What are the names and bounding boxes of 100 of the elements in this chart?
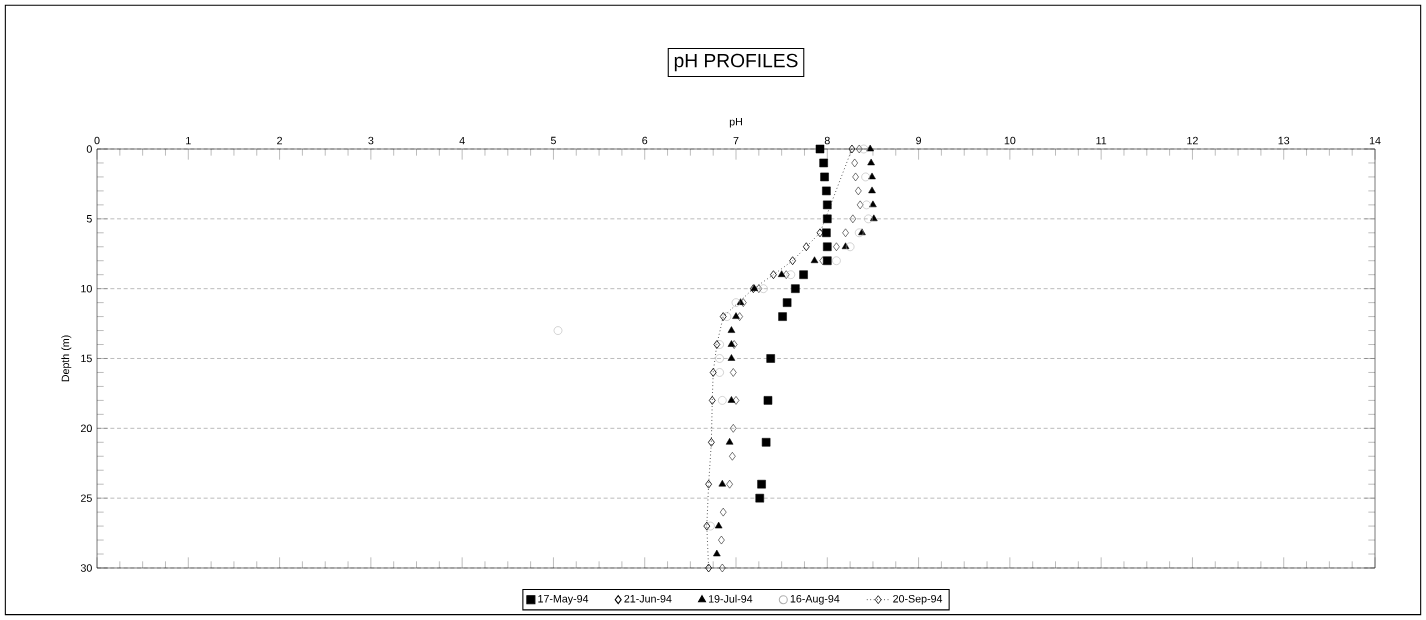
point — [842, 228, 849, 238]
point — [731, 298, 741, 307]
legend-label: 20-Sep-94 — [893, 594, 943, 605]
point — [802, 242, 810, 252]
point — [864, 214, 873, 224]
point — [810, 256, 819, 263]
point — [727, 354, 736, 361]
x-tick-label: 3 — [368, 136, 374, 145]
point — [757, 479, 766, 489]
y-tick-label: 0 — [86, 145, 92, 153]
y-tick-label: 20 — [80, 424, 92, 433]
point — [789, 256, 797, 266]
point — [868, 172, 876, 180]
point — [766, 354, 775, 363]
legend-label: 16-Aug-94 — [790, 594, 840, 605]
point — [740, 298, 747, 307]
point — [726, 479, 733, 489]
x-tick-label: 7 — [733, 136, 739, 145]
y-tick-label: 25 — [80, 494, 92, 502]
x-tick-label: 13 — [1278, 136, 1290, 145]
x-tick-label: 0 — [94, 136, 100, 145]
point — [763, 396, 773, 405]
y-tick-label: 30 — [80, 564, 92, 572]
point — [832, 256, 841, 265]
y-tick-label: 15 — [81, 354, 92, 363]
x-tick-label: 10 — [1004, 136, 1016, 145]
point — [856, 200, 864, 210]
point — [849, 214, 857, 224]
point — [707, 437, 715, 447]
point — [854, 228, 864, 238]
point — [736, 312, 743, 321]
point — [714, 521, 723, 529]
legend-label: 19-Jul-94 — [708, 594, 753, 603]
x-tick-label: 4 — [459, 136, 465, 145]
point — [799, 270, 808, 279]
point — [777, 270, 786, 277]
point — [815, 144, 825, 154]
x-tick-label: 14 — [1369, 136, 1381, 145]
point — [718, 535, 725, 545]
point — [729, 451, 736, 461]
point — [822, 228, 831, 238]
point — [730, 368, 737, 377]
y-axis-title: Depth (m) — [61, 335, 72, 382]
point — [868, 186, 876, 194]
point — [782, 298, 792, 307]
point — [823, 242, 832, 252]
x-tick-label: 2 — [277, 136, 283, 145]
point — [782, 270, 790, 279]
point — [816, 228, 824, 238]
point — [718, 396, 727, 405]
point — [705, 479, 713, 489]
point — [859, 144, 869, 154]
point — [727, 326, 736, 333]
point — [778, 312, 787, 321]
point — [861, 172, 870, 182]
point — [755, 493, 765, 503]
point — [732, 312, 740, 319]
y-tick-label: 10 — [81, 284, 92, 293]
point — [719, 563, 726, 573]
point — [722, 312, 732, 321]
point — [713, 549, 721, 557]
point — [719, 507, 727, 517]
point — [719, 312, 727, 321]
point — [725, 438, 734, 445]
point — [833, 242, 840, 252]
chart-title: pH PROFILES — [674, 53, 798, 72]
x-tick-label: 5 — [550, 136, 556, 145]
point — [732, 396, 740, 405]
point — [855, 144, 863, 154]
legend-label: 17-May-94 — [538, 594, 589, 605]
point — [706, 521, 715, 531]
point — [553, 326, 563, 335]
point — [862, 200, 871, 210]
point — [715, 354, 724, 363]
point — [718, 479, 727, 487]
point — [715, 368, 724, 377]
point — [820, 172, 829, 182]
point — [845, 242, 855, 252]
point — [866, 144, 874, 152]
x-tick-label: 9 — [916, 136, 922, 145]
point — [851, 158, 858, 168]
point — [852, 172, 859, 182]
x-tick-label: 6 — [642, 136, 648, 145]
legend-label: 21-Jun-94 — [624, 594, 672, 603]
point — [848, 144, 856, 154]
point — [759, 284, 768, 293]
point — [727, 396, 736, 403]
point — [705, 563, 713, 573]
point — [709, 368, 717, 377]
point — [791, 284, 800, 293]
x-tick-label: 11 — [1096, 136, 1107, 145]
point — [761, 438, 771, 447]
point — [855, 186, 862, 196]
point — [823, 200, 832, 210]
point — [867, 158, 875, 166]
x-axis-title: pH — [729, 118, 742, 128]
point — [819, 158, 828, 168]
point — [708, 396, 716, 405]
point — [786, 270, 796, 279]
x-tick-label: 1 — [186, 136, 191, 145]
